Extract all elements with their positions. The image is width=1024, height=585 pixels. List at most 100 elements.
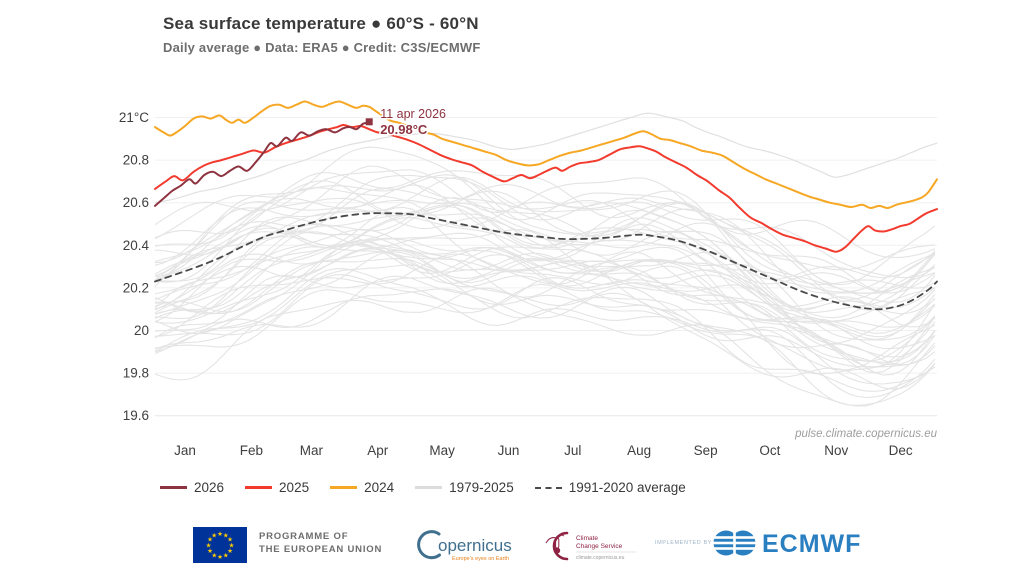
- background-year-line: [154, 205, 936, 323]
- background-year-line: [154, 174, 935, 283]
- page-title: Sea surface temperature ● 60°S - 60°N: [163, 14, 479, 33]
- eu-programme-line2: THE EUROPEAN UNION: [259, 544, 383, 555]
- series-2026-line: [154, 120, 371, 207]
- copernicus-logo: opernicus Europe's eyes on Earth: [417, 530, 512, 562]
- series-1991-2020-average-line: [154, 212, 938, 311]
- background-year-line: [154, 188, 936, 294]
- background-year-line: [154, 206, 936, 328]
- background-year-line: [154, 283, 936, 406]
- eu-star-icon: ★: [211, 552, 217, 559]
- annotation-date: 11 apr 2026: [380, 107, 446, 121]
- background-year-line: [154, 183, 936, 294]
- y-axis-tick-label: 20.2: [123, 280, 149, 295]
- legend-label: 2024: [364, 480, 395, 495]
- eu-flag-logo: ★ ★★★★★★★★★★★: [193, 527, 247, 563]
- background-year-line: [154, 169, 936, 279]
- background-year-line: [154, 249, 936, 366]
- y-axis-tick-label: 20: [134, 323, 149, 338]
- y-axis-tick-label: 19.8: [123, 366, 149, 381]
- c3s-circle-icon: [552, 531, 569, 561]
- c3s-label-line2: Change Service: [576, 543, 623, 550]
- page-subtitle: Daily average ● Data: ERA5 ● Credit: C3S…: [163, 40, 481, 55]
- y-axis-tick-label: 21°C: [119, 110, 149, 125]
- y-axis-tick-label: 19.6: [123, 408, 149, 423]
- x-axis-month-label: Oct: [759, 443, 780, 458]
- ecmwf-globe-icon: [711, 530, 758, 556]
- eu-star-icon: ★: [223, 532, 229, 539]
- legend-swatch-icon: [415, 486, 443, 489]
- legend-item-1991-2020-average[interactable]: 1991-2020 average: [534, 480, 686, 495]
- ecmwf-wordmark: ECMWF: [762, 530, 861, 558]
- c3s-label-line1: Climate: [576, 535, 598, 542]
- background-year-line: [154, 187, 936, 303]
- x-axis-month-label: Jan: [174, 443, 196, 458]
- background-year-line: [154, 264, 936, 368]
- series-2023-line: [154, 112, 938, 204]
- eu-star-icon: ★: [206, 542, 212, 549]
- legend-item-2026[interactable]: 2026: [160, 480, 224, 495]
- eu-star-icon: ★: [229, 542, 235, 549]
- background-year-line: [154, 244, 936, 362]
- background-year-line: [154, 176, 936, 293]
- legend-label: 1979-2025: [449, 480, 514, 495]
- background-year-line: [154, 201, 936, 294]
- eu-star-icon: ★: [207, 537, 213, 544]
- background-year-line: [154, 217, 936, 315]
- background-year-line: [154, 235, 936, 328]
- legend-swatch-icon: [160, 486, 187, 489]
- background-year-line: [154, 247, 936, 350]
- watermark-url: pulse.climate.copernicus.eu: [794, 428, 938, 440]
- background-year-line: [154, 268, 936, 385]
- annotation-value: 20.98°C: [380, 122, 428, 137]
- legend-item-2025[interactable]: 2025: [245, 480, 309, 495]
- c3s-logo: Climate Change Service climate.copernicu…: [545, 531, 636, 561]
- copernicus-tagline: Europe's eyes on Earth: [452, 556, 509, 562]
- eu-programme-line1: PROGRAMME OF: [259, 531, 349, 542]
- legend-swatch-icon: [245, 486, 273, 489]
- eu-star-icon: ★: [223, 552, 229, 559]
- legend-label: 1991-2020 average: [568, 480, 686, 495]
- background-year-line: [154, 180, 936, 301]
- background-year-line: [154, 209, 936, 312]
- legend-swatch-icon: [534, 486, 562, 489]
- legend-item-1979-2025[interactable]: 1979-2025: [415, 480, 514, 495]
- series-2024-line: [154, 100, 938, 210]
- eu-star-icon: ★: [227, 548, 233, 555]
- x-axis-month-label: Jun: [498, 443, 520, 458]
- x-axis-month-label: Aug: [627, 443, 651, 458]
- background-year-line: [154, 170, 936, 286]
- legend-item-2024[interactable]: 2024: [330, 480, 394, 495]
- x-axis-month-label: Apr: [367, 443, 389, 458]
- background-year-line: [154, 229, 936, 340]
- latest-point-marker: [365, 118, 373, 126]
- background-year-line: [154, 184, 936, 289]
- eu-star-icon: ★: [211, 532, 217, 539]
- eu-star-icon: ★: [217, 554, 223, 561]
- background-year-line: [154, 165, 936, 293]
- footer-logos: ★ ★ ★ ★ ★ ★ ★ ★ ★ ★ ★ ★ PROGRAMME OF THE EUROPEAN U…: [0, 524, 1024, 569]
- background-year-line: [154, 146, 936, 258]
- y-axis-tick-label: 20.6: [123, 195, 149, 210]
- x-axis-month-label: May: [429, 443, 455, 458]
- chart-legend: 2026 2025 2024 1979-2025 1991-2020 average: [160, 480, 686, 495]
- background-year-line: [154, 288, 936, 392]
- y-axis-tick-label: 20.4: [123, 238, 150, 253]
- x-axis-month-label: Jul: [564, 443, 581, 458]
- legend-label: 2026: [194, 480, 225, 495]
- legend-label: 2025: [279, 480, 310, 495]
- eu-star-icon: ★: [217, 531, 223, 538]
- ecmwf-logo: ECMWF: [711, 530, 861, 558]
- background-year-line: [154, 190, 936, 314]
- y-axis-tick-label: 20.8: [123, 153, 149, 168]
- x-axis-month-label: Sep: [694, 443, 718, 458]
- x-axis-month-label: Mar: [300, 443, 324, 458]
- c3s-url: climate.copernicus.eu: [576, 555, 625, 561]
- background-year-line: [154, 287, 936, 407]
- legend-swatch-icon: [330, 486, 358, 489]
- x-axis-month-label: Feb: [240, 443, 263, 458]
- eu-star-icon: ★: [227, 537, 233, 544]
- eu-programme-text: PROGRAMME OF THE EUROPEAN UNION: [259, 530, 382, 556]
- c3s-thermometer-bulb-icon: [554, 547, 561, 554]
